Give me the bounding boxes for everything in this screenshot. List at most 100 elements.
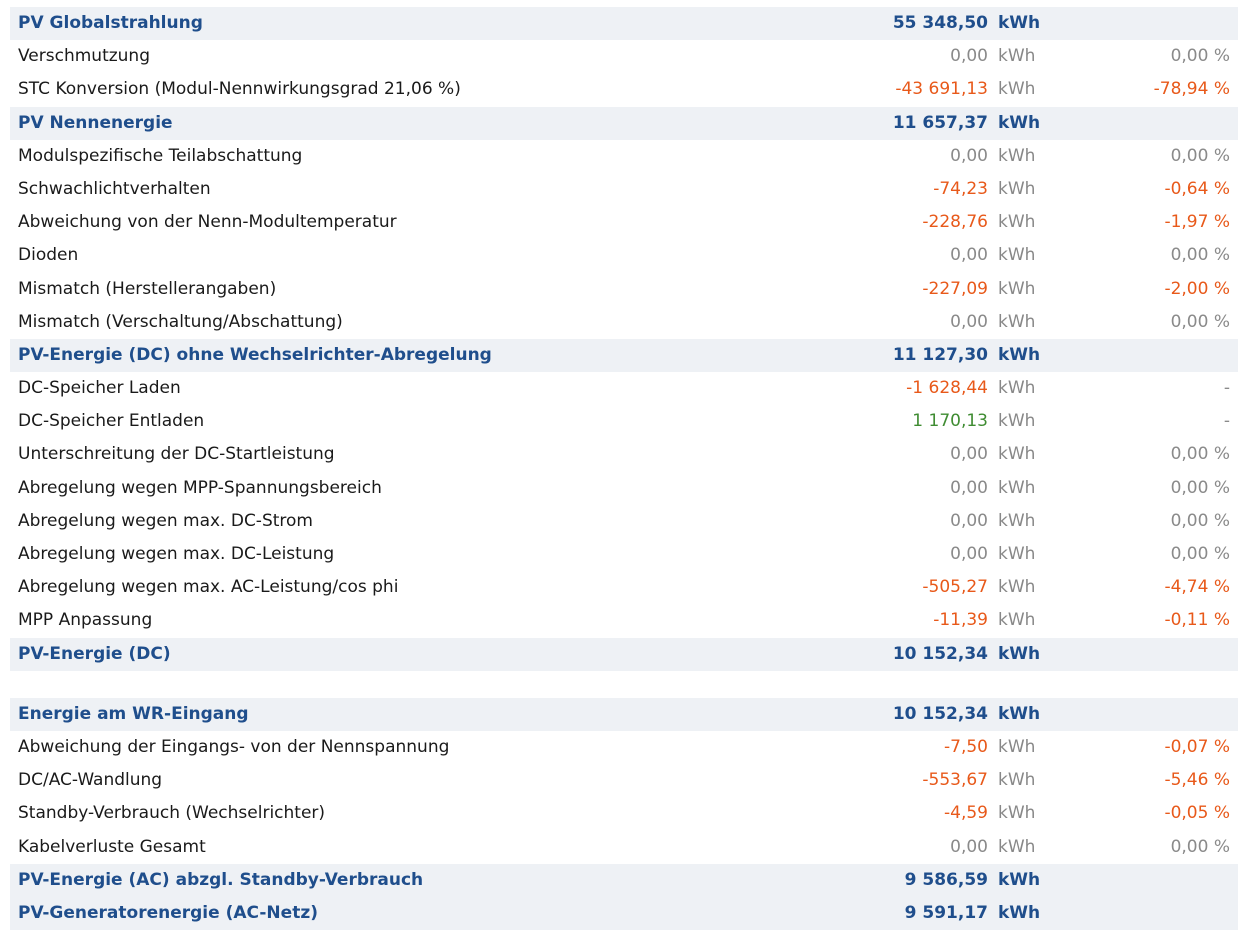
- row-value: 0,00: [950, 444, 988, 465]
- row-label: Mismatch (Verschaltung/Abschattung): [18, 311, 343, 332]
- row-percentage: -0,05 %: [1164, 803, 1230, 824]
- row-percentage: 0,00 %: [1170, 46, 1230, 67]
- row-value: -4,59: [944, 803, 988, 824]
- row-percentage: -1,97 %: [1164, 212, 1230, 233]
- row-unit: kWh: [998, 245, 1036, 266]
- row-percentage: -0,64 %: [1164, 178, 1230, 199]
- row-label: DC-Speicher Entladen: [18, 411, 205, 432]
- section-header-row: PV-Energie (DC) 10 152,34 kWh: [10, 637, 1238, 671]
- row-unit: kWh: [998, 178, 1036, 199]
- row-label: Unterschreitung der DC-Startleistung: [18, 444, 335, 465]
- row-percentage: -0,11 %: [1164, 610, 1230, 631]
- row-label: Kabelverluste Gesamt: [18, 836, 206, 857]
- row-value: 9 591,17: [904, 902, 988, 923]
- row-label: Abweichung der Eingangs- von der Nennspa…: [18, 736, 450, 757]
- row-unit: kWh: [998, 311, 1036, 332]
- row-label: Schwachlichtverhalten: [18, 178, 211, 199]
- table-row: Dioden 0,00 kWh 0,00 %: [10, 239, 1238, 272]
- row-label: DC/AC-Wandlung: [18, 770, 163, 791]
- table-row: MPP Anpassung -11,39 kWh -0,11 %: [10, 604, 1238, 637]
- row-unit: kWh: [998, 577, 1036, 598]
- section-header-row: Energie am WR-Eingang 10 152,34 kWh: [10, 697, 1238, 731]
- row-value: 0,00: [950, 510, 988, 531]
- row-unit: kWh: [998, 703, 1041, 724]
- row-label: Abregelung wegen max. DC-Strom: [18, 510, 313, 531]
- row-percentage: 0,00 %: [1170, 510, 1230, 531]
- row-percentage: 0,00 %: [1170, 444, 1230, 465]
- table-row: Standby-Verbrauch (Wechselrichter) -4,59 k…: [10, 797, 1238, 830]
- table-row: Unterschreitung der DC-Startleistung 0,00…: [10, 438, 1238, 471]
- table-row: Schwachlichtverhalten -74,23 kWh -0,64 %: [10, 173, 1238, 206]
- row-percentage: 0,00 %: [1170, 145, 1230, 166]
- row-unit: kWh: [998, 643, 1041, 664]
- row-value: -227,09: [922, 278, 988, 299]
- section-header-row: PV-Generatorenergie (AC-Netz) 9 591,17 kWh: [10, 896, 1238, 931]
- row-percentage: -0,07 %: [1164, 736, 1230, 757]
- row-label: STC Konversion (Modul-Nennwirkungsgrad 2…: [18, 79, 461, 100]
- row-value: 0,00: [950, 311, 988, 332]
- energy-balance-table: PV Globalstrahlung 55 348,50 kWh Verschmutz…: [10, 7, 1238, 931]
- table-row: Mismatch (Herstellerangaben) -227,09 kWh -2…: [10, 273, 1238, 306]
- row-value: -553,67: [922, 770, 988, 791]
- row-label: Abregelung wegen MPP-Spannungsbereich: [18, 477, 382, 498]
- row-unit: kWh: [998, 212, 1036, 233]
- row-unit: kWh: [998, 869, 1041, 890]
- table-row: Modulspezifische Teilabschattung 0,00 kWh 0…: [10, 140, 1238, 173]
- row-label: Standby-Verbrauch (Wechselrichter): [18, 803, 326, 824]
- table-row: Kabelverluste Gesamt 0,00 kWh 0,00 %: [10, 831, 1238, 864]
- table-row: Abregelung wegen max. AC-Leistung/cos ph…: [10, 571, 1238, 604]
- row-unit: kWh: [998, 836, 1036, 857]
- table-row: STC Konversion (Modul-Nennwirkungsgrad 2…: [10, 73, 1238, 106]
- table-row: DC-Speicher Laden -1 628,44 kWh -: [10, 372, 1238, 405]
- row-percentage: 0,00 %: [1170, 544, 1230, 564]
- row-label: PV-Energie (AC) abzgl. Standby-Verbrauch: [18, 869, 424, 890]
- row-percentage: -2,00 %: [1164, 278, 1230, 299]
- row-value: 9 586,59: [904, 869, 988, 890]
- section-header-row: PV Nennenergie 11 657,37 kWh: [10, 106, 1238, 140]
- table-row: Abweichung der Eingangs- von der Nennspa…: [10, 731, 1238, 764]
- row-unit: kWh: [998, 411, 1036, 432]
- table-row: Abregelung wegen max. DC-Strom 0,00 kWh 0,0…: [10, 505, 1238, 538]
- row-label: PV-Energie (DC): [18, 643, 171, 664]
- table-row: DC/AC-Wandlung -553,67 kWh -5,46 %: [10, 764, 1238, 797]
- row-percentage: 0,00 %: [1170, 311, 1230, 332]
- table-row: Abregelung wegen MPP-Spannungsbereich 0,0…: [10, 472, 1238, 505]
- row-percentage: -5,46 %: [1164, 770, 1230, 791]
- row-unit: kWh: [998, 610, 1036, 631]
- row-unit: kWh: [998, 46, 1036, 67]
- row-value: 0,00: [950, 477, 988, 498]
- row-unit: kWh: [998, 544, 1036, 564]
- row-unit: kWh: [998, 344, 1041, 365]
- table-row: Mismatch (Verschaltung/Abschattung) 0,00 k…: [10, 306, 1238, 339]
- row-label: Energie am WR-Eingang: [18, 703, 249, 724]
- row-unit: kWh: [998, 770, 1036, 791]
- row-value: 10 152,34: [892, 703, 988, 724]
- row-value: 0,00: [950, 836, 988, 857]
- row-label: PV Globalstrahlung: [18, 13, 203, 33]
- row-unit: kWh: [998, 13, 1041, 33]
- row-value: 0,00: [950, 245, 988, 266]
- row-value: -1 628,44: [906, 378, 988, 399]
- row-value: -505,27: [922, 577, 988, 598]
- section-header-row: PV Globalstrahlung 55 348,50 kWh: [10, 7, 1238, 41]
- row-value: -43 691,13: [895, 79, 988, 100]
- row-percentage: -4,74 %: [1164, 577, 1230, 598]
- row-unit: kWh: [998, 145, 1036, 166]
- row-label: PV-Energie (DC) ohne Wechselrichter-Abre…: [18, 344, 492, 365]
- row-unit: kWh: [998, 477, 1036, 498]
- row-label: Abregelung wegen max. DC-Leistung: [18, 544, 335, 564]
- section-gap: [10, 671, 1238, 698]
- row-label: PV Nennenergie: [18, 112, 173, 133]
- row-unit: kWh: [998, 902, 1041, 923]
- section-header-row: PV-Energie (DC) ohne Wechselrichter-Abre…: [10, 338, 1238, 373]
- row-label: Mismatch (Herstellerangaben): [18, 278, 277, 299]
- row-value: 10 152,34: [892, 643, 988, 664]
- row-unit: kWh: [998, 510, 1036, 531]
- row-unit: kWh: [998, 444, 1036, 465]
- row-label: Abregelung wegen max. AC-Leistung/cos ph…: [18, 577, 399, 598]
- row-label: PV-Generatorenergie (AC-Netz): [18, 902, 318, 923]
- row-value: -228,76: [922, 212, 988, 233]
- row-percentage: -78,94 %: [1153, 79, 1230, 100]
- table-row: Abregelung wegen max. DC-Leistung 0,00 kWh…: [10, 538, 1238, 571]
- row-label: Abweichung von der Nenn-Modultemperatur: [18, 212, 397, 233]
